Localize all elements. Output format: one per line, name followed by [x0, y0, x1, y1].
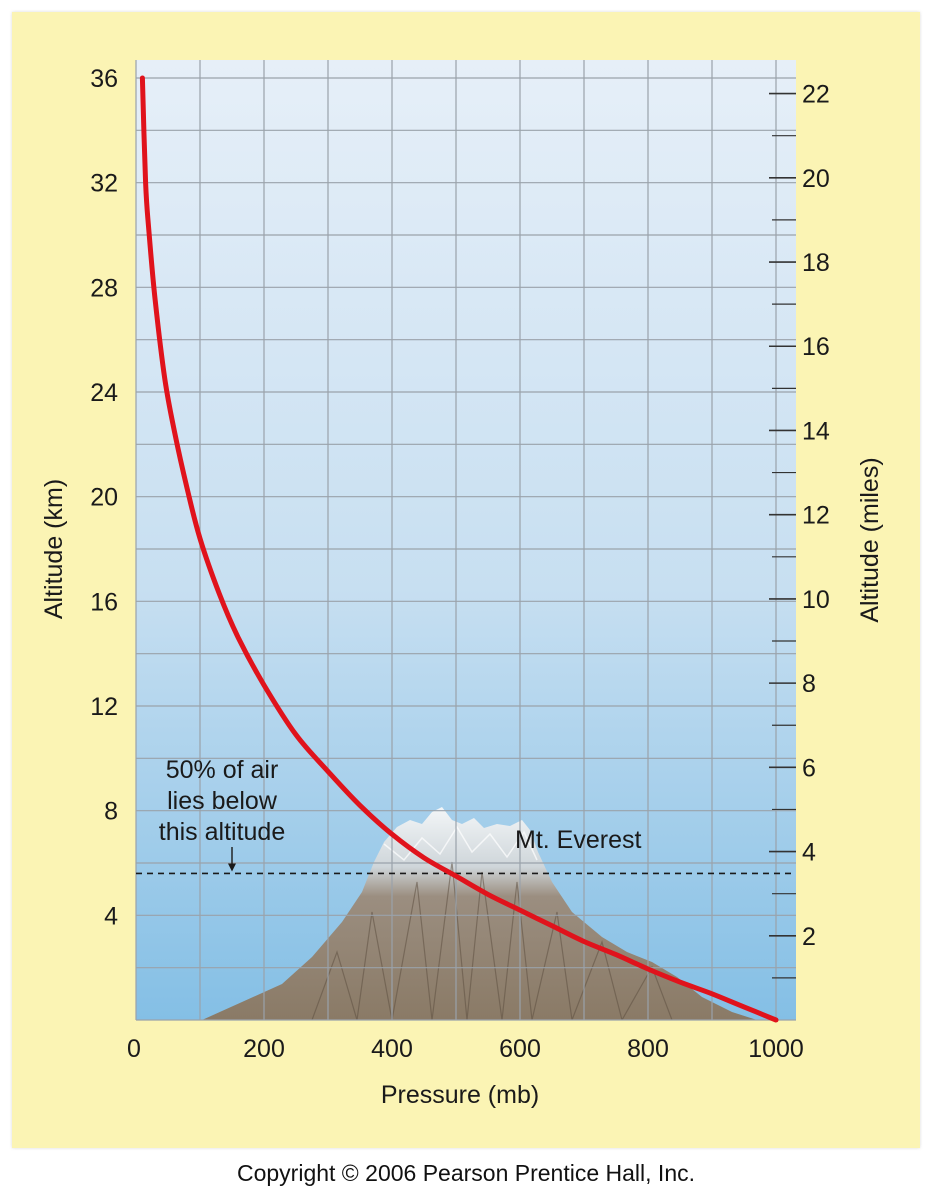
- x-tick-label: 1000: [748, 1035, 804, 1063]
- y2-tick-label: 12: [802, 502, 830, 530]
- y-tick-label: 4: [104, 902, 118, 930]
- y-tick-label: 36: [90, 65, 118, 93]
- y2-tick-label: 10: [802, 586, 830, 614]
- y-tick-label: 8: [104, 798, 118, 826]
- x-tick-label: 600: [499, 1035, 541, 1063]
- half-air-arrowhead: [228, 863, 236, 872]
- y2-tick-label: 14: [802, 417, 830, 445]
- figure-panel: 4 8 12 16 20 24 28 32 36 2 4 6 8 10 12 14 16 18 20 22 0 200…: [12, 12, 920, 1148]
- y-tick-label: 32: [90, 170, 118, 198]
- y2-tick-label: 8: [802, 670, 816, 698]
- y-tick-label: 28: [90, 274, 118, 302]
- y2-tick-label: 2: [802, 923, 816, 951]
- y-tick-label: 12: [90, 693, 118, 721]
- y2-tick-label: 6: [802, 754, 816, 782]
- y-axis-title: Altitude (km): [40, 479, 68, 619]
- y-axis-km-labels: 4 8 12 16 20 24 28 32 36: [90, 65, 118, 930]
- half-air-label-line2: lies below: [167, 787, 278, 815]
- y-tick-label: 24: [90, 379, 118, 407]
- pressure-altitude-curve: [139, 75, 779, 1023]
- y-tick-label: 20: [90, 484, 118, 512]
- y-axis-miles-labels: 2 4 6 8 10 12 14 16 18 20 22: [802, 81, 830, 951]
- y2-tick-label: 22: [802, 81, 830, 109]
- half-air-label-line1: 50% of air: [166, 756, 279, 784]
- y2-tick-label: 4: [802, 839, 816, 867]
- x-tick-label: 200: [243, 1035, 285, 1063]
- y2-tick-label: 16: [802, 333, 830, 361]
- x-axis-labels: 0 200 400 600 800 1000: [127, 1035, 804, 1063]
- y2-tick-label: 18: [802, 249, 830, 277]
- y2-axis-title: Altitude (miles): [856, 457, 884, 622]
- x-axis-title: Pressure (mb): [381, 1081, 539, 1109]
- x-tick-label: 400: [371, 1035, 413, 1063]
- half-air-label-line3: this altitude: [159, 818, 285, 846]
- y2-tick-label: 20: [802, 165, 830, 193]
- right-axis-ticks: [769, 92, 796, 979]
- y-tick-label: 16: [90, 588, 118, 616]
- grid: [135, 60, 796, 1021]
- x-tick-label: 0: [127, 1035, 141, 1063]
- copyright-notice: Copyright © 2006 Pearson Prentice Hall, …: [236, 1160, 695, 1186]
- x-tick-label: 800: [627, 1035, 669, 1063]
- everest-label: Mt. Everest: [515, 826, 641, 854]
